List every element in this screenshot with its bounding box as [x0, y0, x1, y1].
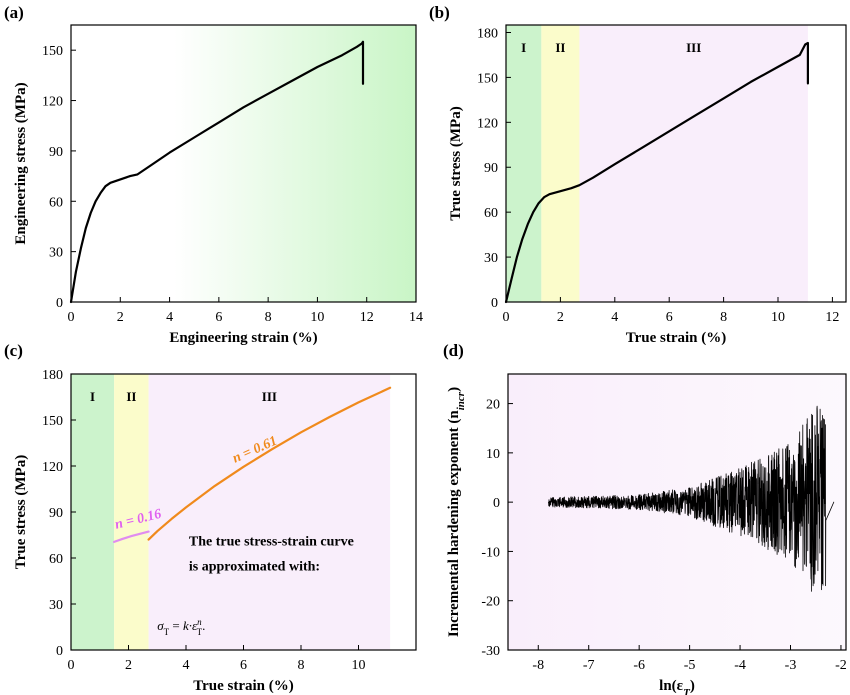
- y-axis-title: Incremental hardening exponent (nincr): [446, 387, 467, 637]
- region-label: III: [686, 40, 701, 55]
- y-tick-label: -10: [481, 545, 500, 560]
- y-tick-label: 180: [42, 368, 63, 383]
- axes-frame: [70, 24, 417, 303]
- x-tick-label: 10: [352, 658, 366, 673]
- y-tick-label: 10: [486, 447, 500, 462]
- y-tick-label: 120: [42, 95, 63, 110]
- series-line-2: [147, 386, 392, 541]
- y-axis-title: True stress (MPa): [13, 455, 29, 569]
- x-tick-label: 4: [166, 310, 173, 325]
- panel-label: (a): [4, 3, 24, 22]
- series-line-1: [504, 41, 809, 304]
- series-line-1: [69, 40, 365, 304]
- y-tick-label: 120: [477, 116, 498, 131]
- y-tick-label: 60: [484, 206, 498, 221]
- x-tick-label: 2: [125, 658, 132, 673]
- y-tick-label: -20: [481, 595, 500, 610]
- x-tick-label: 2: [557, 310, 564, 325]
- x-axis-title: ln(εT): [659, 678, 695, 695]
- y-tick-label: 30: [49, 598, 63, 613]
- x-tick-label: 14: [409, 310, 423, 325]
- y-axis-title: True stress (MPa): [448, 106, 464, 220]
- region-2-shading: [114, 374, 149, 650]
- formula: σT = k·εn T.: [157, 617, 205, 637]
- x-axis-title: True strain (%): [193, 678, 294, 694]
- x-tick-label: -2: [835, 658, 847, 673]
- region-3-shading: [579, 25, 808, 302]
- region-3-shading: [148, 374, 391, 650]
- x-tick-label: 0: [503, 310, 510, 325]
- x-tick-label: 12: [360, 310, 374, 325]
- panel-label: (b): [429, 3, 450, 22]
- region-label: III: [262, 389, 277, 404]
- background-shading: [174, 25, 416, 302]
- series-line-1: [113, 530, 150, 543]
- x-tick-label: 4: [183, 658, 190, 673]
- x-axis-title: True strain (%): [626, 330, 727, 346]
- x-tick-label: -3: [785, 658, 797, 673]
- x-tick-label: 4: [611, 310, 618, 325]
- y-axis-title: Engineering stress (MPa): [13, 82, 29, 244]
- region-label: I: [90, 389, 95, 404]
- panel-label: (d): [443, 341, 464, 360]
- x-tick-label: -6: [633, 658, 645, 673]
- region-label: II: [126, 389, 136, 404]
- x-tick-label: 2: [117, 310, 124, 325]
- x-tick-label: 12: [825, 310, 839, 325]
- y-tick-label: 0: [493, 496, 500, 511]
- y-tick-label: 30: [49, 246, 63, 261]
- axes-frame: [507, 373, 847, 651]
- y-tick-label: 90: [484, 161, 498, 176]
- x-tick-label: -5: [684, 658, 696, 673]
- note-line-2: is approximated with:: [189, 560, 320, 575]
- y-tick-label: 180: [477, 26, 498, 41]
- y-tick-label: 60: [49, 195, 63, 210]
- y-tick-label: 0: [56, 644, 63, 659]
- y-tick-label: 150: [42, 44, 63, 59]
- x-tick-label: 10: [310, 310, 324, 325]
- x-axis-title: Engineering strain (%): [169, 330, 317, 346]
- x-tick-label: -4: [734, 658, 746, 673]
- x-tick-label: 8: [265, 310, 272, 325]
- axes-frame: [505, 24, 847, 303]
- y-tick-label: 20: [486, 398, 500, 413]
- region-1-shading: [71, 374, 115, 650]
- region-2-shading: [541, 25, 580, 302]
- x-tick-label: 0: [68, 310, 75, 325]
- x-tick-label: 8: [720, 310, 727, 325]
- x-tick-label: -8: [532, 658, 544, 673]
- panel-1: 0 2 4 6 8 10 12 14 0 30 60 90 120 150 (a) Engineering s…: [4, 3, 423, 346]
- y-tick-label: 150: [42, 414, 63, 429]
- x-tick-label: -7: [583, 658, 595, 673]
- y-tick-label: -30: [481, 644, 500, 659]
- note-line-1: The true stress-strain curve: [189, 535, 354, 550]
- x-tick-label: 6: [240, 658, 247, 673]
- x-tick-label: 6: [666, 310, 673, 325]
- y-tick-label: 30: [484, 251, 498, 266]
- region-1-shading: [506, 25, 542, 302]
- y-tick-label: 120: [42, 460, 63, 475]
- x-tick-label: 6: [215, 310, 222, 325]
- y-tick-label: 90: [49, 145, 63, 160]
- x-tick-label: 10: [771, 310, 785, 325]
- y-tick-label: 60: [49, 552, 63, 567]
- region-label: II: [555, 40, 565, 55]
- y-tick-label: 150: [477, 71, 498, 86]
- y-tick-label: 90: [49, 506, 63, 521]
- region-label: I: [521, 40, 526, 55]
- y-tick-label: 0: [56, 296, 63, 311]
- panel-label: (c): [4, 341, 23, 360]
- panel-4: -8 -7 -6 -5 -4 -3 -2 -30 -20 -10 0 10 20 (d) ln(εT) Inc…: [443, 341, 847, 695]
- y-tick-label: 0: [491, 296, 498, 311]
- x-tick-label: 0: [68, 658, 75, 673]
- series-line-1: [548, 405, 835, 592]
- x-tick-label: 8: [298, 658, 305, 673]
